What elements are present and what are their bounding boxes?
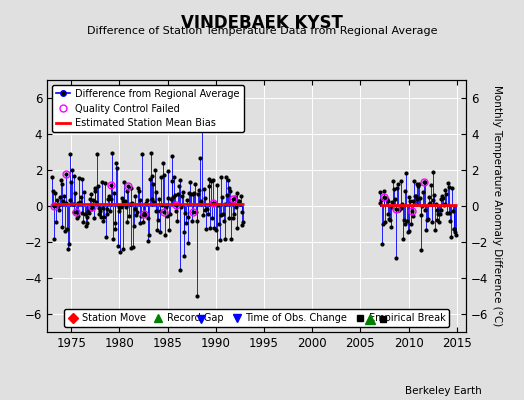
Text: VINDEBAEK KYST: VINDEBAEK KYST [181, 14, 343, 32]
Text: Berkeley Earth: Berkeley Earth [406, 386, 482, 396]
Legend: Station Move, Record Gap, Time of Obs. Change, Empirical Break: Station Move, Record Gap, Time of Obs. C… [64, 309, 449, 327]
Text: Difference of Station Temperature Data from Regional Average: Difference of Station Temperature Data f… [87, 26, 437, 36]
Y-axis label: Monthly Temperature Anomaly Difference (°C): Monthly Temperature Anomaly Difference (… [493, 85, 503, 327]
